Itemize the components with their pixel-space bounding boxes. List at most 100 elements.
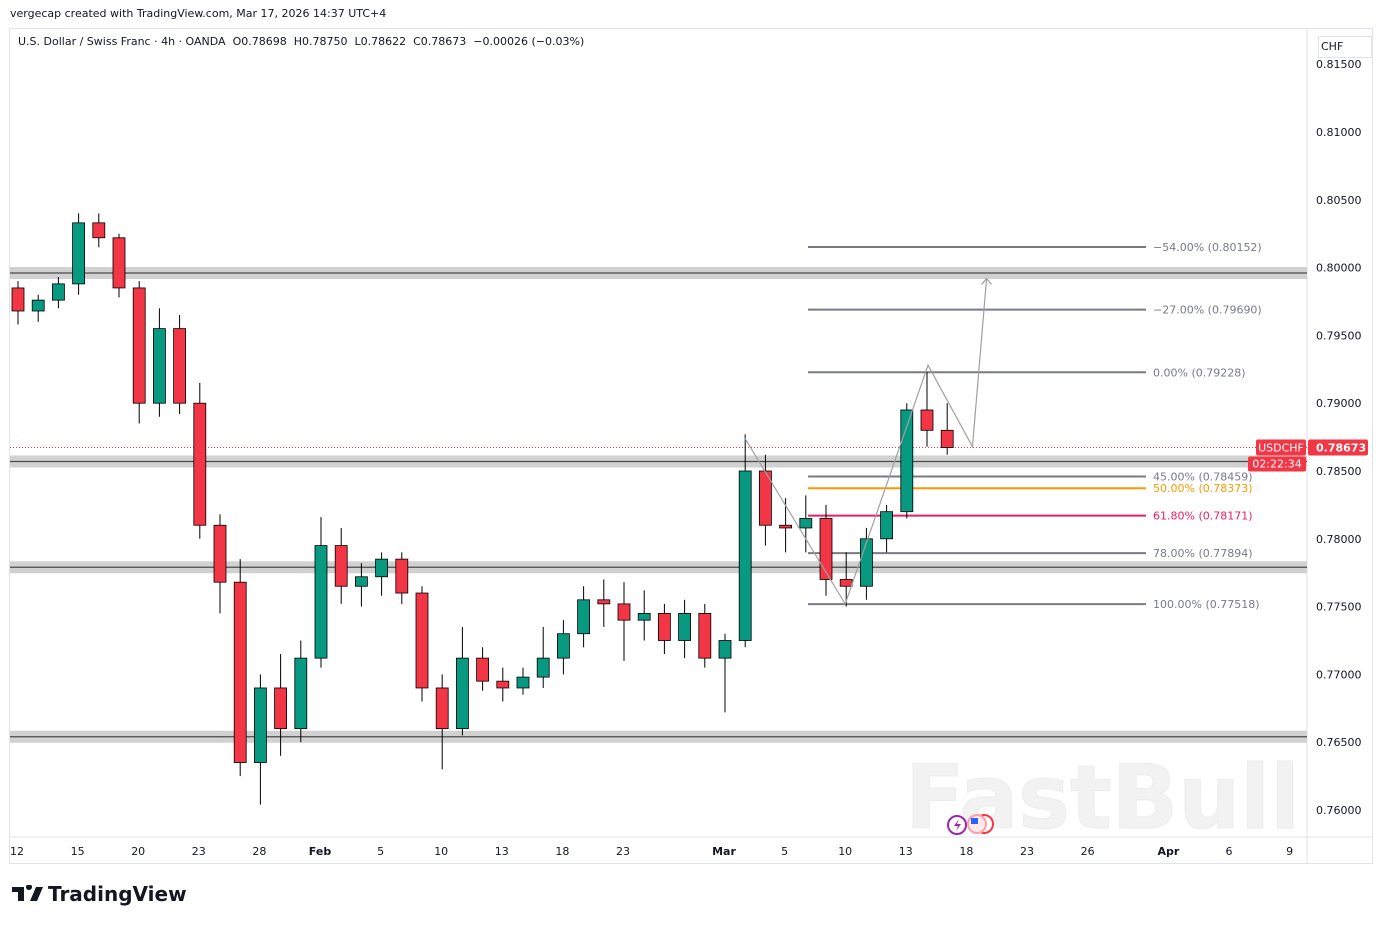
fib-level-label: 50.00% (0.78373) [1153, 482, 1253, 495]
time-axis-tick: Apr [1157, 845, 1179, 858]
candle-bearish [395, 558, 409, 594]
candle-bullish [637, 612, 651, 621]
candle-bullish [455, 657, 469, 730]
candle-bullish [314, 545, 328, 659]
candle-bearish [597, 599, 611, 605]
price-axis-tick: 0.76500 [1316, 736, 1362, 749]
flag-canton-icon [971, 818, 978, 824]
time-axis-tick: 23 [616, 845, 630, 858]
ticker-badge [1256, 439, 1306, 456]
time-axis-tick: 5 [781, 845, 788, 858]
candle-bearish [476, 657, 490, 682]
candle-bearish [233, 581, 247, 763]
candle-bullish [536, 657, 550, 678]
candle-bullish [738, 470, 752, 641]
candle-bearish [173, 328, 187, 404]
candle-bullish [375, 558, 389, 578]
fib-level-label: 100.00% (0.77518) [1153, 598, 1260, 611]
time-axis-tick: 20 [131, 845, 145, 858]
candle-bearish [274, 687, 288, 730]
candle-bearish [435, 687, 449, 730]
last-price-value: 0.78673 [1316, 442, 1366, 455]
candle-bearish [920, 409, 934, 431]
last-price-badge [1308, 439, 1368, 456]
fastbull-watermark: FastBull [905, 746, 1300, 849]
time-axis-tick: 13 [899, 845, 913, 858]
candle-bullish [31, 299, 45, 312]
price-axis-tick: 0.80000 [1316, 262, 1362, 275]
chart-credit: vergecap created with TradingView.com, M… [10, 7, 387, 20]
candle-bearish [213, 524, 227, 583]
tradingview-logo-icon [12, 885, 43, 901]
tradingview-logo-text: TradingView [48, 882, 187, 906]
ohlc-high: H0.78750 [293, 35, 348, 48]
time-axis-tick: 13 [495, 845, 509, 858]
candle-bullish [718, 640, 732, 659]
candle-bearish [819, 518, 833, 580]
symbol-title[interactable]: U.S. Dollar / Swiss Franc · 4h · OANDA [18, 35, 226, 48]
chart-frame [9, 28, 1373, 864]
ohlc-open: O0.78698 [232, 35, 287, 48]
time-axis-tick: 9 [1286, 845, 1293, 858]
time-axis-tick: 15 [71, 845, 85, 858]
candle-bearish [334, 545, 348, 587]
candle-bearish [839, 579, 853, 587]
candle-bullish [52, 283, 65, 301]
fib-level-label: −27.00% (0.79690) [1153, 304, 1262, 317]
candle-bearish [193, 402, 207, 526]
candle-bearish [11, 287, 25, 312]
currency-label[interactable]: CHF [1318, 36, 1372, 58]
candle-bearish [658, 612, 671, 641]
price-axis-tick: 0.77000 [1316, 668, 1362, 681]
time-axis-tick: 23 [1020, 845, 1034, 858]
candle-bearish [112, 237, 126, 289]
candle-bullish [860, 538, 873, 587]
candle-bearish [132, 287, 146, 404]
time-axis-tick: 18 [959, 845, 973, 858]
time-axis-tick: 23 [192, 845, 206, 858]
symbol-legend: U.S. Dollar / Swiss Franc · 4h · OANDA O0… [18, 35, 591, 48]
price-axis-tick: 0.81500 [1316, 58, 1362, 71]
ohlc-change: −0.00026 (−0.03%) [473, 35, 585, 48]
lightning-glyph-icon [954, 819, 961, 831]
ohlc-low: L0.78622 [354, 35, 407, 48]
candle-bearish [92, 222, 106, 239]
price-axis-tick: 0.79500 [1316, 329, 1362, 342]
arrow-head-icon [981, 277, 993, 285]
ticker-label: USDCHF [1258, 442, 1304, 455]
time-axis-tick: 26 [1081, 845, 1095, 858]
price-axis-tick: 0.79000 [1316, 397, 1362, 410]
time-axis-tick: 10 [838, 845, 852, 858]
candle-bullish [516, 676, 530, 689]
candle-bullish [152, 328, 166, 404]
time-axis-tick: 5 [377, 845, 384, 858]
candle-bearish [617, 603, 631, 621]
candle-bearish [940, 429, 954, 448]
countdown-badge [1248, 456, 1306, 472]
time-axis-tick: 10 [434, 845, 448, 858]
candle-bullish [72, 222, 85, 285]
candle-bearish [698, 612, 712, 659]
candle-bearish [779, 524, 792, 529]
price-axis-tick: 0.81000 [1316, 126, 1362, 139]
tradingview-logo[interactable]: TradingView [12, 882, 187, 906]
projection-path [743, 278, 988, 606]
candle-bullish [880, 511, 893, 540]
price-axis-tick: 0.78000 [1316, 533, 1362, 546]
fib-level-label: 45.00% (0.78459) [1153, 471, 1253, 484]
candle-bullish [557, 633, 570, 659]
fib-level-label: 0.00% (0.79228) [1153, 366, 1246, 379]
candle-bullish [577, 599, 590, 635]
time-axis-tick: 18 [555, 845, 569, 858]
candle-bearish [415, 592, 429, 689]
time-axis-tick: 12 [10, 845, 24, 858]
fib-level-label: 78.00% (0.77894) [1153, 547, 1253, 560]
candle-bullish [799, 518, 813, 529]
ohlc-close: C0.78673 [413, 35, 467, 48]
fib-level-label: −54.00% (0.80152) [1153, 241, 1262, 254]
candle-bullish [253, 687, 267, 763]
candle-bearish [496, 680, 510, 689]
price-axis-tick: 0.78500 [1316, 465, 1362, 478]
countdown-timer: 02:22:34 [1252, 458, 1301, 471]
